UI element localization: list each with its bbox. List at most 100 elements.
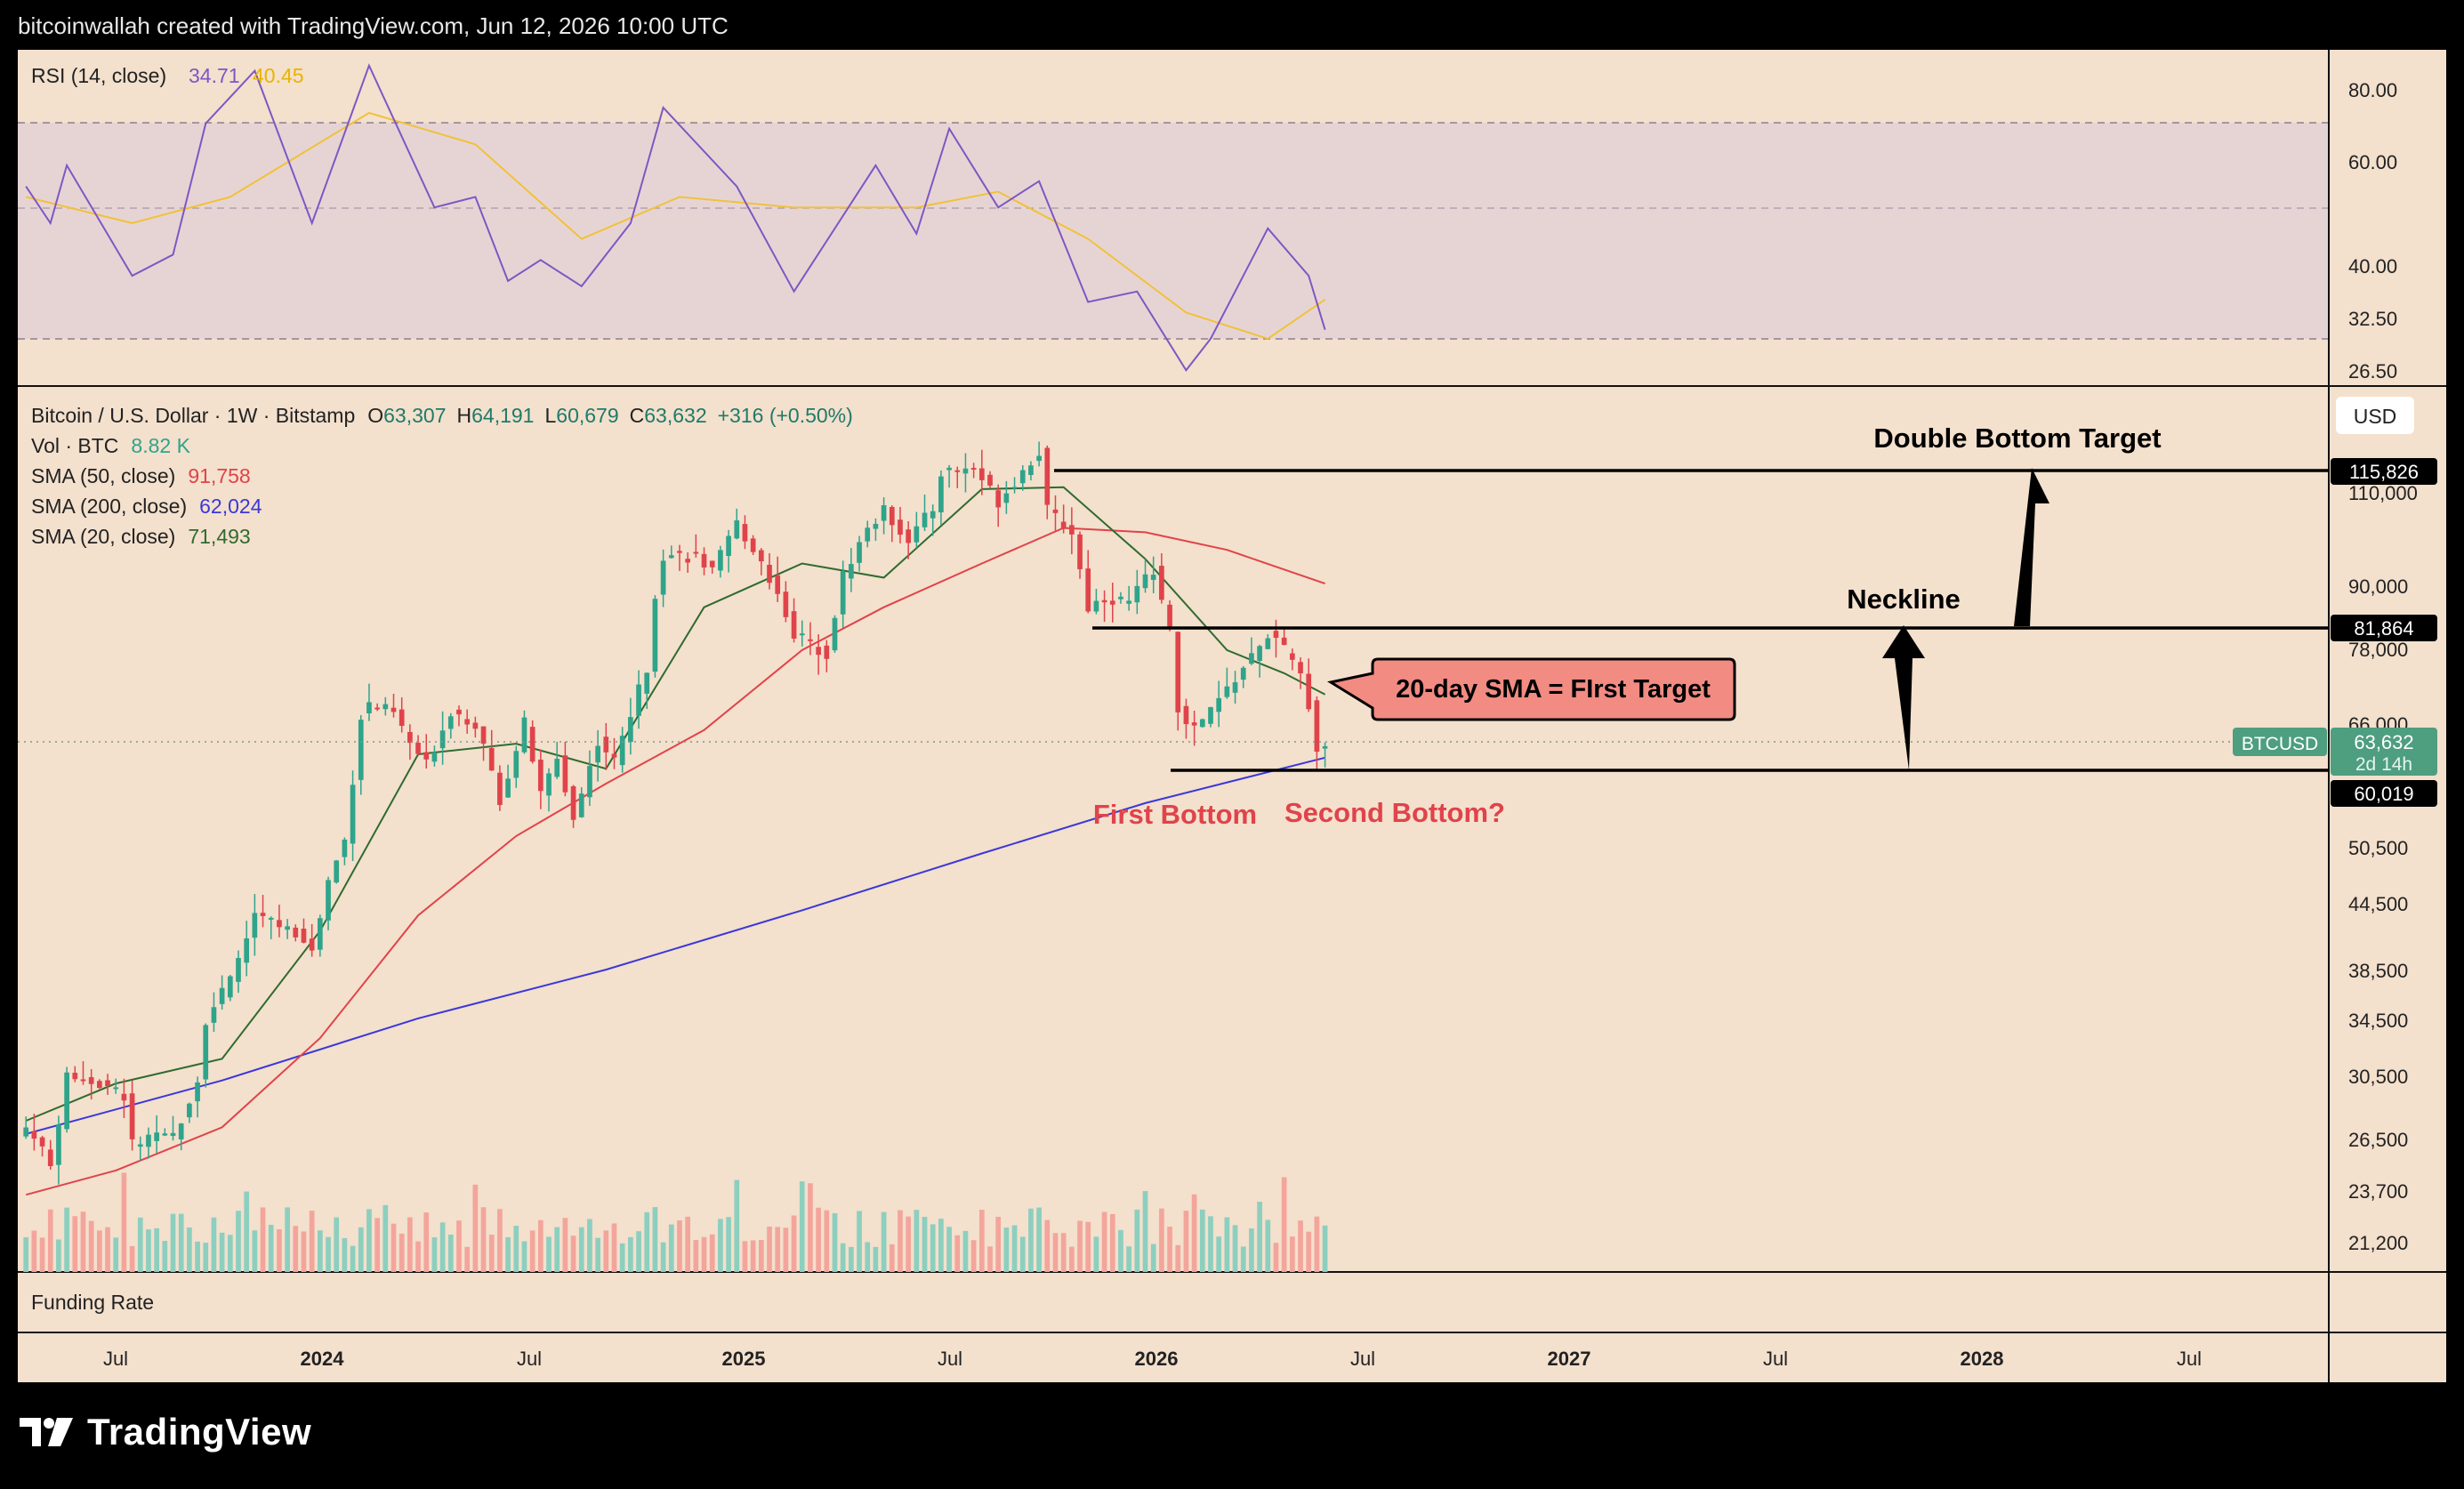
candle-body — [660, 560, 666, 595]
volume-bar — [832, 1212, 838, 1272]
candle-body — [603, 736, 609, 753]
volume-bar — [178, 1213, 184, 1272]
tradingview-wordmark[interactable]: TradingView — [18, 1405, 311, 1459]
svg-text:Bitcoin / U.S. Dollar · 1W · B: Bitcoin / U.S. Dollar · 1W · Bitstamp O63… — [31, 404, 853, 427]
chart-canvas[interactable]: Double Bottom Target Neckline 20-day SMA… — [0, 0, 2464, 1382]
neckline-label: Neckline — [1847, 584, 1961, 615]
volume-bar — [1208, 1216, 1213, 1272]
candle-body — [415, 743, 421, 754]
volume-bar — [342, 1237, 348, 1272]
time-tick: Jul — [938, 1348, 962, 1370]
first-target-label: 20-day SMA = FIrst Target — [1396, 675, 1711, 704]
candle-body — [480, 726, 487, 744]
candle-body — [236, 958, 241, 982]
volume-bar — [382, 1204, 389, 1272]
candle-body — [1240, 667, 1246, 680]
volume-bar — [1109, 1213, 1115, 1272]
volume-bar — [309, 1211, 315, 1272]
volume-bar — [595, 1237, 600, 1272]
candle-body — [1044, 447, 1051, 505]
candle-body — [1232, 682, 1238, 693]
volume-bar — [1289, 1236, 1295, 1272]
volume-bar — [1224, 1217, 1230, 1272]
volume-bar — [619, 1243, 625, 1272]
support-price-tag-text: 60,019 — [2354, 783, 2413, 805]
volume-bar — [603, 1230, 609, 1272]
candle-body — [1142, 574, 1148, 589]
candle-body — [1322, 746, 1328, 749]
volume-bar — [415, 1241, 421, 1272]
candle-body — [1306, 673, 1312, 710]
candle-body — [849, 564, 854, 579]
volume-bar — [521, 1241, 527, 1272]
candle-body — [1150, 575, 1156, 580]
candle-body — [734, 520, 740, 539]
candle-body — [154, 1132, 159, 1141]
rsi-lines — [25, 63, 1326, 373]
candle-body — [391, 707, 397, 712]
volume-bar — [889, 1244, 895, 1272]
candle-body — [808, 639, 813, 641]
neckline-price-tag-text: 81,864 — [2354, 617, 2413, 640]
candle-body — [1159, 566, 1164, 600]
candle-body — [954, 470, 961, 472]
volume-bar — [1003, 1227, 1010, 1272]
volume-bar — [480, 1207, 487, 1272]
bottom-bar: TradingView — [0, 1382, 2464, 1489]
volume-bar — [554, 1227, 560, 1272]
candle-body — [497, 772, 503, 806]
candle-body — [1052, 509, 1059, 513]
candle-body — [824, 645, 830, 659]
candle-body — [170, 1132, 176, 1137]
rsi-tick: 80.00 — [2348, 79, 2397, 101]
volume-bar — [97, 1230, 102, 1272]
candle-body — [72, 1073, 78, 1080]
candle-body — [146, 1134, 151, 1147]
volume-bar — [72, 1216, 78, 1272]
volume-bar — [824, 1210, 830, 1272]
time-tick: Jul — [2177, 1348, 2202, 1370]
volume-bar — [366, 1209, 372, 1272]
neckline-price-tag — [2331, 615, 2437, 641]
volume-bar — [1216, 1236, 1222, 1272]
volume-bar — [1257, 1202, 1262, 1272]
volume-bar — [88, 1220, 94, 1272]
volume-bar — [816, 1207, 821, 1272]
sma-lines — [25, 486, 1326, 1196]
candle-body — [113, 1087, 119, 1090]
volume-bar — [799, 1181, 805, 1272]
currency-button[interactable] — [2336, 397, 2414, 434]
candle-body — [399, 709, 405, 727]
candle-body — [358, 720, 364, 780]
candle-body — [562, 755, 568, 793]
volume-bar — [203, 1243, 209, 1272]
candle-body — [783, 592, 789, 617]
candle-body — [513, 751, 519, 778]
support-price-tag — [2331, 780, 2437, 807]
volume-bar — [1068, 1246, 1075, 1272]
volume-bar — [1044, 1219, 1051, 1272]
volume-bar — [562, 1218, 568, 1272]
candle-body — [162, 1133, 168, 1136]
time-tick: 2024 — [301, 1348, 345, 1370]
target-label: Double Bottom Target — [1873, 423, 2161, 454]
volume-bar — [775, 1227, 781, 1272]
legend-sma20-label: SMA (20, close) — [31, 525, 175, 548]
legend-h: 64,191 — [471, 404, 534, 427]
volume-bar — [488, 1235, 495, 1272]
funding-rate-label: Funding Rate — [31, 1291, 154, 1314]
volume-bar — [170, 1213, 176, 1272]
volume-bar — [734, 1179, 740, 1272]
candle-body — [922, 512, 928, 527]
last-price-tag-text: 63,632 — [2354, 731, 2413, 753]
candle-body — [1257, 646, 1262, 661]
candle-body — [439, 730, 446, 749]
candle-body — [1109, 600, 1115, 605]
candle-body — [1003, 493, 1010, 503]
rsi-legend-label: RSI (14, close) — [31, 64, 166, 87]
candle-body — [1191, 722, 1197, 726]
candle-body — [636, 684, 641, 716]
volume-bar — [113, 1237, 119, 1272]
volume-bar — [260, 1207, 266, 1272]
volume-bar — [808, 1183, 813, 1272]
